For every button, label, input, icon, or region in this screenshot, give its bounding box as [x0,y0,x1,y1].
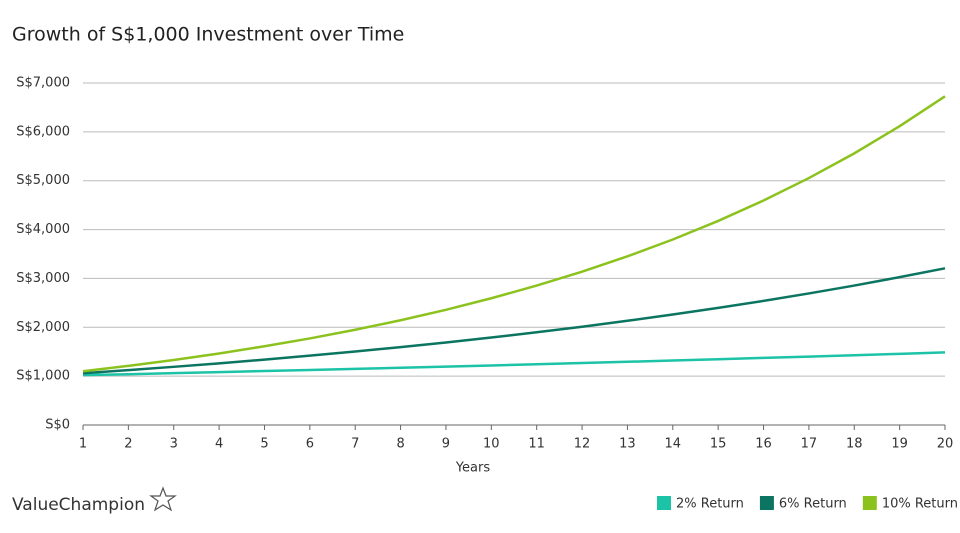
y-tick-label: S$7,000 [16,76,70,91]
y-tick-label: S$6,000 [16,124,70,139]
x-tick-label: 7 [351,437,359,452]
x-tick-label: 15 [710,437,727,452]
y-tick-label: S$2,000 [16,320,70,335]
x-tick-label: 4 [215,437,223,452]
x-tick-label: 3 [170,437,178,452]
x-tick-label: 6 [306,437,314,452]
y-tick-label: S$0 [45,418,70,433]
line [82,351,946,377]
y-tick-label: S$4,000 [16,222,70,237]
legend-swatch [862,496,877,510]
y-tick-label: S$5,000 [16,173,70,188]
x-tick-label: 20 [937,437,954,452]
x-tick-label: 19 [891,437,908,452]
x-tick-label: 14 [665,437,682,452]
x-tick-label: 11 [528,437,545,452]
x-tick-label: 12 [574,437,591,452]
legend-label: 6% Return [779,497,847,512]
line [82,267,946,375]
x-tick-label: 16 [755,437,772,452]
legend-label: 10% Return [882,497,958,512]
line [82,95,946,373]
y-tick-label: S$1,000 [16,369,70,384]
x-tick-label: 8 [396,437,404,452]
x-axis-label: Years [455,461,491,476]
x-tick-label: 13 [619,437,636,452]
x-tick-label: 18 [846,437,863,452]
legend-swatch [759,496,774,510]
x-tick-label: 1 [79,437,87,452]
x-tick-label: 17 [801,437,818,452]
brand-star [149,486,177,512]
x-tick-label: 2 [124,437,132,452]
x-tick-label: 9 [442,437,450,452]
brand: ValueChampion [12,495,145,515]
legend-label: 2% Return [676,497,744,512]
x-tick-label: 10 [483,437,500,452]
chart-title: Growth of S$1,000 Investment over Time [12,24,404,46]
legend-swatch [657,496,671,510]
x-tick-label: 5 [260,437,268,452]
y-tick-label: S$3,000 [16,271,70,286]
